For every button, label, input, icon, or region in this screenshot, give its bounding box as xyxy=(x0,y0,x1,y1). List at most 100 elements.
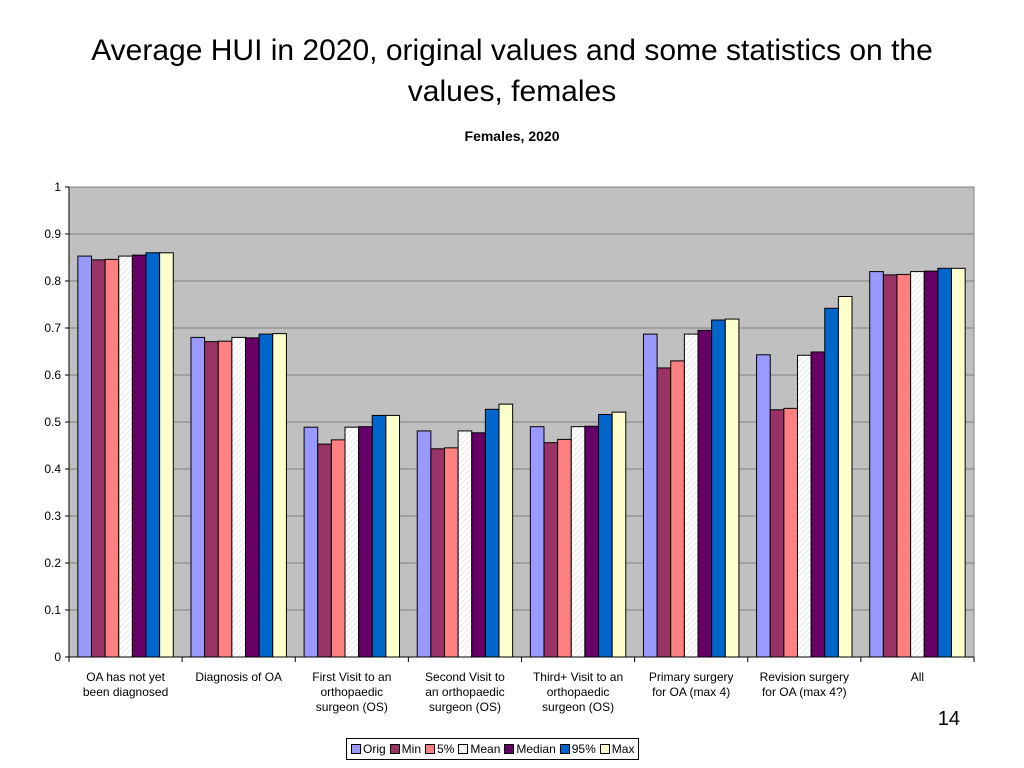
x-tick-label-line: for OA (max 4?) xyxy=(761,685,847,699)
slide-title: Average HUI in 2020, original values and… xyxy=(91,34,933,108)
x-tick-label-line: surgeon (OS) xyxy=(315,700,388,714)
bar-min xyxy=(430,448,445,658)
x-tick-label: OA has not yet been diagnosed xyxy=(69,670,182,700)
x-tick-label: First Visit to an orthopaedic surgeon (OS) xyxy=(295,670,408,715)
bar-max xyxy=(159,252,174,658)
bar-median xyxy=(697,329,713,658)
bar-max xyxy=(724,318,740,658)
y-tick-label: 0.5 xyxy=(44,415,61,429)
bar-median xyxy=(923,270,939,658)
legend-item: 5% xyxy=(425,742,454,756)
bar-mean xyxy=(683,333,699,658)
bar-mean xyxy=(344,426,360,658)
bar-mean xyxy=(118,255,133,658)
bar-orig xyxy=(756,354,771,658)
bar-5pct xyxy=(557,438,572,658)
x-tick-label: Second Visit to an orthopaedic surgeon (OS… xyxy=(408,670,521,715)
legend-swatch xyxy=(389,744,400,754)
legend-swatch xyxy=(599,744,610,754)
bar-min xyxy=(656,367,672,658)
bar-95pct xyxy=(937,267,953,658)
y-tick-label: 0 xyxy=(54,650,61,664)
legend-label: Orig xyxy=(363,742,386,756)
legend-item: Orig xyxy=(351,742,386,756)
bar-mean xyxy=(797,354,812,658)
y-tick-label: 1 xyxy=(54,180,61,194)
x-tick-label: All xyxy=(861,670,974,685)
bar-max xyxy=(611,411,627,658)
y-tick-label: 0.1 xyxy=(44,603,61,617)
bar-orig xyxy=(869,271,884,658)
bar-orig xyxy=(529,426,545,658)
x-tick-label-line: Revision surgery xyxy=(759,670,849,684)
legend-swatch xyxy=(559,744,570,754)
legend-item: Min xyxy=(389,742,422,756)
legend-label: Min xyxy=(401,742,422,756)
legend-label: 5% xyxy=(437,742,455,756)
x-tick-label-line: surgeon (OS) xyxy=(428,700,501,714)
bar-median xyxy=(810,351,826,658)
bar-min xyxy=(543,442,559,658)
bar-95pct xyxy=(484,408,500,658)
bar-min xyxy=(317,443,332,658)
bar-5pct xyxy=(783,407,798,658)
bar-orig xyxy=(416,430,432,658)
y-tick-label: 0.6 xyxy=(44,368,61,382)
bar-min xyxy=(90,259,106,658)
x-tick-label-line: been diagnosed xyxy=(82,685,169,699)
x-tick-label-line: All xyxy=(910,670,925,684)
x-tick-label-line: Diagnosis of OA xyxy=(195,670,283,684)
bar-max xyxy=(837,296,853,658)
bar-95pct xyxy=(145,252,161,658)
bar-5pct xyxy=(670,360,685,658)
y-tick-label: 0.3 xyxy=(44,509,61,523)
bar-mean xyxy=(910,271,925,658)
chart-title: Females, 2020 xyxy=(464,128,560,144)
bar-5pct xyxy=(896,273,912,658)
bar-median xyxy=(245,337,260,658)
bar-min xyxy=(769,409,785,658)
x-tick-label: Revision surgery for OA (max 4?) xyxy=(748,670,861,700)
legend-label: 95% xyxy=(571,742,596,756)
legend-item: Max xyxy=(599,742,634,756)
x-tick-label-line: for OA (max 4) xyxy=(652,685,731,699)
bar-95pct xyxy=(711,319,726,658)
x-tick-label: Diagnosis of OA xyxy=(182,670,295,685)
legend-item: 95% xyxy=(559,742,596,756)
x-tick-label-line: orthopaedic xyxy=(546,685,610,699)
x-tick-label-line: Primary surgery xyxy=(648,670,734,684)
bar-max xyxy=(272,333,287,658)
x-tick-label: Third+ Visit to an orthopaedic surgeon (OS… xyxy=(522,670,635,715)
bar-mean xyxy=(570,426,586,658)
bar-5pct xyxy=(217,340,233,658)
legend-swatch xyxy=(351,744,361,754)
y-tick-label: 0.4 xyxy=(44,462,61,476)
legend-swatch xyxy=(504,744,515,754)
bar-max xyxy=(385,414,401,658)
bar-median xyxy=(584,425,600,658)
x-tick-label-line: OA has not yet xyxy=(86,670,165,684)
bar-orig xyxy=(77,255,92,658)
bar-95pct xyxy=(598,413,613,658)
x-tick-label-line: Second Visit to xyxy=(425,670,505,684)
chart-legend: Orig Min 5% Mean Median 95% Max xyxy=(346,738,640,760)
bar-median xyxy=(471,432,486,658)
bar-orig xyxy=(303,426,319,658)
bar-median xyxy=(358,426,373,658)
legend-swatch xyxy=(425,744,436,754)
bar-min xyxy=(882,274,898,658)
bar-5pct xyxy=(104,258,120,658)
bar-mean xyxy=(457,430,473,658)
x-tick-label-line: First Visit to an xyxy=(312,670,392,684)
bar-5pct xyxy=(330,439,346,658)
bar-median xyxy=(131,254,147,658)
bar-5pct xyxy=(443,447,459,658)
legend-item: Mean xyxy=(458,742,500,756)
y-tick-label: 0.7 xyxy=(44,321,61,335)
bar-max xyxy=(951,267,966,658)
x-tick-label-line: surgeon (OS) xyxy=(542,700,615,714)
bar-95pct xyxy=(258,333,274,658)
bar-orig xyxy=(642,333,658,658)
page-number: 14 xyxy=(937,708,960,730)
